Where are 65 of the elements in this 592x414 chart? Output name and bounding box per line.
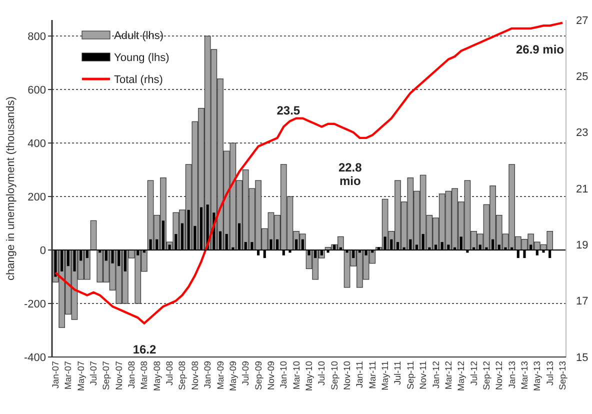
x-tick-label: Sep-13 [558,361,568,390]
annotation: 22.8 mio [338,160,362,188]
x-tick-label: Jul-12 [468,361,479,386]
y2-tick-label: 27 [576,14,588,27]
x-tick-label: Mar-08 [139,361,150,390]
y2-tick-label: 21 [576,183,588,196]
bar [90,220,97,250]
x-tick-label: Nov-08 [190,361,200,390]
x-tick-label: Jul-13 [544,361,555,386]
x-tick-label: Mar-07 [63,361,74,390]
y2-tick-label: 15 [576,352,588,364]
x-tick-label: Jan-09 [202,361,213,389]
x-tick-label: May-13 [532,361,542,392]
y-tick-label: 400 [28,138,46,150]
x-tick-label: Jan-07 [50,361,60,389]
x-tick-label: Jul-11 [392,361,403,385]
line-series [54,22,564,324]
y-tick-label: -200 [24,298,46,310]
x-tick-label: Nov-10 [342,361,352,390]
y-tick-label: -400 [24,352,46,364]
x-tick-label: Jul-09 [240,361,251,386]
x-tick-label: Nov-07 [114,361,124,390]
x-tick-label: May-11 [380,361,390,390]
legend-label: Total (rhs) [114,74,163,86]
x-tick-label: Mar-11 [367,361,378,389]
annotation: 23.5 [276,103,300,118]
x-tick-label: Jan-10 [278,361,289,389]
x-tick-label: Sep-08 [177,361,188,390]
y-tick-label: 0 [40,244,46,257]
x-tick-label: Jan-08 [126,361,137,389]
y-axis-title: change in unemployment (thousands) [5,96,17,281]
x-tick-label: Jan-13 [506,361,517,389]
y2-tick-label: 17 [576,296,588,308]
y-tick-label: 800 [28,30,46,43]
x-tick-label: May-12 [456,361,466,392]
x-tick-label: Mar-09 [215,361,226,390]
x-tick-label: Jul-08 [164,361,175,386]
x-tick-label: Mar-10 [291,361,302,390]
y-tick-label: 600 [28,84,46,96]
x-tick-label: Mar-12 [443,361,454,390]
x-tick-label: Jan-12 [430,361,441,389]
y2-tick-label: 25 [576,71,588,84]
x-tick-label: May-10 [304,361,314,392]
x-tick-label: Jul-07 [88,361,99,386]
x-tick-label: Sep-12 [481,361,492,390]
x-tick-label: Sep-11 [405,361,416,390]
annotation: 16.2 [132,342,157,357]
legend-label: Adult (lhs) [114,30,164,42]
x-tick-label: Sep-10 [329,361,340,390]
x-tick-label: Mar-13 [519,361,530,390]
x-tick-label: Nov-11 [418,361,428,390]
legend-label: Young (lhs) [114,52,170,64]
x-tick-label: May-09 [228,361,238,392]
x-tick-label: May-08 [152,361,162,392]
x-tick-label: Nov-12 [494,361,504,390]
y2-tick-label: 19 [576,240,588,252]
x-tick-label: Sep-09 [253,361,264,390]
x-tick-label: Jan-11 [354,361,365,388]
annotation: 26.9 mio [516,42,564,57]
x-tick-label: Sep-07 [101,361,112,390]
x-tick-label: Jul-10 [316,361,327,386]
x-tick-label: Nov-09 [266,361,276,390]
x-tick-label: May-07 [76,361,86,392]
y-tick-label: 200 [28,191,46,204]
y2-tick-label: 23 [576,127,588,140]
